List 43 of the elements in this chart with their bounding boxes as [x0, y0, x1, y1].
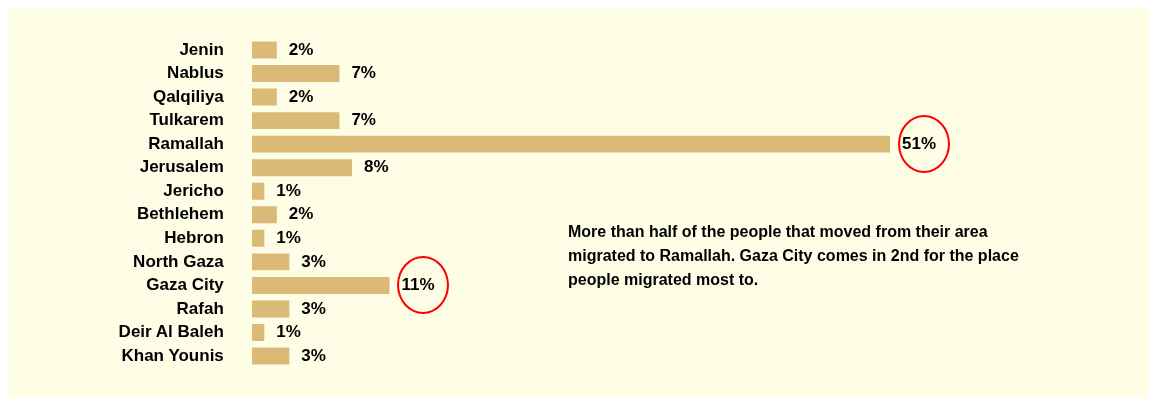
y-tick-label: Gaza City: [146, 275, 225, 295]
y-tick-label: Deir Al Baleh: [118, 322, 224, 342]
y-tick-label: Qalqiliya: [152, 86, 225, 106]
data-label: 51%: [902, 133, 937, 153]
bar: [251, 324, 265, 341]
y-tick-label: Ramallah: [148, 133, 224, 153]
data-label: 3%: [301, 251, 326, 271]
data-label: 1%: [276, 228, 301, 247]
bar: [251, 88, 277, 106]
bar: [251, 300, 290, 318]
bar: [251, 253, 290, 271]
bar: [251, 135, 891, 153]
y-tick-label: Bethlehem: [136, 204, 224, 224]
data-label: 3%: [301, 345, 326, 365]
bar: [251, 41, 277, 59]
y-tick-label: Nablus: [167, 63, 224, 83]
data-label: 7%: [351, 63, 376, 83]
bar: [251, 182, 265, 200]
y-tick-label: Jericho: [163, 180, 224, 200]
data-label: 2%: [288, 39, 314, 59]
data-label: 3%: [301, 298, 326, 318]
y-tick-label: Jenin: [179, 39, 224, 59]
y-tick-label: Tulkarem: [149, 110, 224, 130]
bar: [251, 206, 277, 224]
y-tick-label: North Gaza: [133, 251, 225, 271]
bar: [251, 112, 340, 130]
data-label: 7%: [351, 110, 376, 130]
bar: [251, 229, 265, 247]
bar: [251, 159, 352, 177]
y-tick-label: Khan Younis: [121, 345, 224, 365]
bar: [251, 65, 340, 82]
data-label: 1%: [276, 180, 301, 200]
data-label: 1%: [276, 322, 301, 342]
y-tick-label: Jerusalem: [139, 157, 224, 177]
y-tick-label: Hebron: [164, 228, 224, 247]
data-label: 11%: [401, 275, 435, 295]
y-tick-label: Rafah: [176, 298, 224, 318]
data-label: 8%: [363, 157, 389, 177]
data-label: 2%: [288, 204, 314, 224]
bar: [251, 347, 290, 365]
data-label: 2%: [288, 86, 314, 106]
annotation: More than half of the people that moved from their area migrated to Ramallah. Gaza City comes in 2nd for the place people migrated most to.: [568, 222, 1020, 290]
bar: [251, 276, 390, 294]
